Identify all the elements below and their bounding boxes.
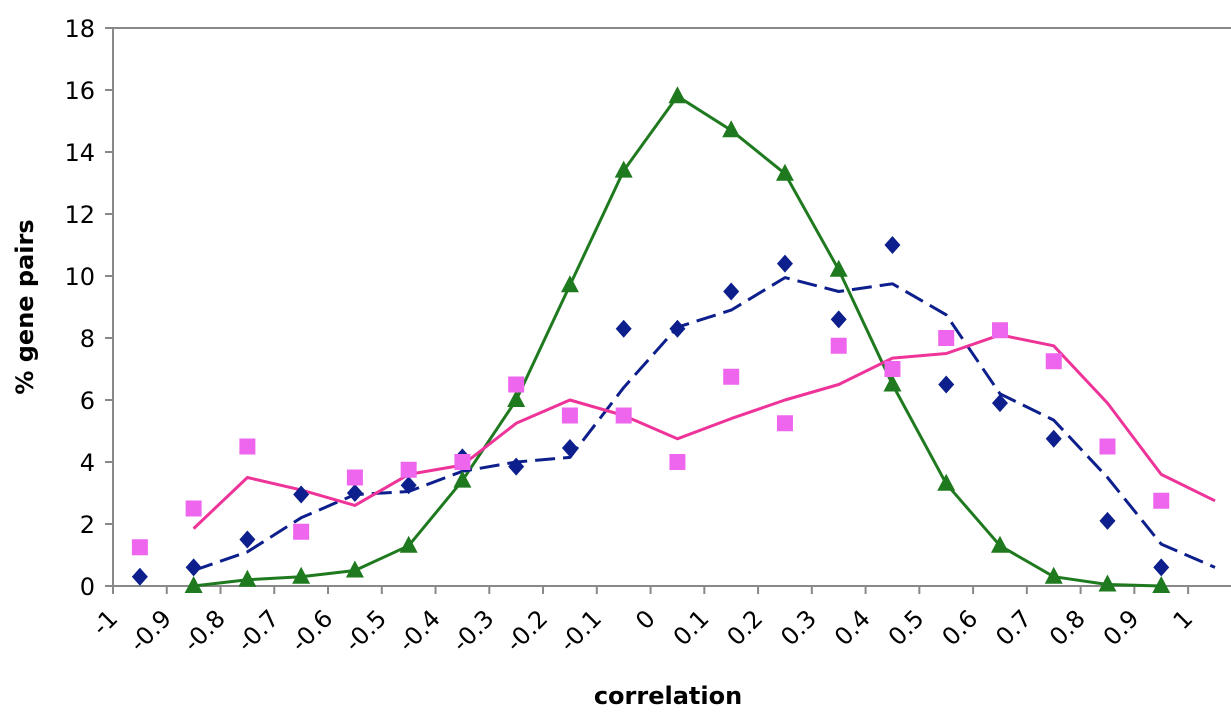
x-tick-label: 0.4 [829, 604, 876, 651]
series-2-point [1045, 429, 1062, 448]
x-tick-label: -0.6 [285, 604, 338, 657]
series-lines [192, 94, 1216, 588]
series-2-point [830, 310, 847, 329]
y-axis-title: % gene pairs [11, 219, 39, 394]
series-2-point [615, 319, 632, 338]
series-markers [131, 86, 1171, 593]
series-3-point [991, 322, 1008, 339]
x-tick-label: -1 [87, 604, 124, 641]
x-tick-label: 0 [630, 604, 661, 635]
series-3-point [884, 361, 901, 377]
series-3-point [1153, 492, 1170, 509]
y-tick-label: 4 [80, 449, 95, 477]
series-2-point [776, 254, 793, 273]
series-1-point [399, 535, 418, 553]
x-tick-label: 1 [1168, 604, 1199, 635]
series-1-point [453, 470, 472, 488]
series-3-point [239, 438, 256, 455]
y-tick-label: 16 [64, 77, 95, 105]
series-3-point [1099, 438, 1116, 455]
series-2-point [669, 319, 686, 338]
series-3-point [938, 330, 955, 346]
series-1-point [722, 120, 741, 138]
series-2-point [561, 439, 578, 458]
series-3-point [723, 368, 740, 385]
series-2-point [131, 567, 148, 586]
series-3-point [1045, 353, 1062, 370]
x-tick-label: -0.7 [232, 604, 285, 657]
series-3-point [400, 461, 417, 478]
x-tick-label: 0.3 [775, 604, 822, 651]
series-1-point [668, 86, 687, 104]
series-1-point [614, 160, 633, 178]
series-2-line [193, 276, 1216, 572]
series-3-point [131, 539, 148, 556]
x-tick-label: -0.4 [393, 604, 446, 657]
series-2-point [991, 394, 1008, 413]
series-3-line [192, 333, 1216, 530]
series-3-point [293, 523, 310, 540]
series-1-point [1044, 566, 1063, 584]
series-1-point [560, 275, 579, 293]
y-tick-label: 12 [64, 201, 95, 229]
series-2-point [239, 530, 256, 549]
x-tick-label: -0.8 [178, 604, 231, 657]
x-tick-label: -0.5 [339, 604, 392, 657]
series-2-point [1099, 511, 1116, 530]
y-tick-label: 0 [80, 573, 95, 601]
y-tick-label: 8 [80, 325, 95, 353]
x-tick-label: 0.5 [883, 604, 930, 651]
series-1-point [292, 566, 311, 584]
series-1-line [193, 94, 1162, 588]
x-tick-label: -0.2 [500, 604, 553, 657]
x-tick-label: 0.8 [1044, 604, 1091, 651]
y-tick-label: 18 [64, 15, 95, 43]
series-2-point [884, 236, 901, 254]
series-2-point [293, 485, 310, 504]
series-3-point [185, 500, 202, 517]
series-3-point [561, 407, 578, 424]
series-1-point [345, 560, 364, 578]
series-1-point [507, 390, 526, 407]
x-tick-label: -0.3 [447, 604, 500, 657]
series-2-point [400, 476, 417, 495]
series-3-point [669, 454, 686, 470]
series-3-point [615, 407, 632, 424]
series-1-point [184, 576, 203, 593]
series-1-point [937, 473, 956, 491]
y-tick-label: 2 [80, 511, 95, 539]
series-1-point [990, 535, 1009, 553]
series-2-point [185, 558, 202, 577]
series-1-point [1152, 576, 1171, 593]
y-tick-label: 14 [64, 139, 95, 167]
series-3-point [830, 337, 847, 354]
series-1-point [829, 259, 848, 277]
series-2-point [508, 457, 525, 476]
y-tick-label: 6 [80, 387, 95, 415]
series-2-point [1153, 558, 1170, 577]
y-tick-label: 10 [64, 263, 95, 291]
series-1-point [1098, 574, 1117, 592]
x-tick-label: 0.6 [937, 604, 984, 651]
series-1-point [883, 374, 902, 392]
x-tick-label: 0.9 [1098, 604, 1145, 651]
series-2-point [346, 484, 363, 502]
x-tick-label: 0.2 [722, 604, 769, 651]
x-tick-label: -0.9 [124, 604, 177, 657]
x-tick-label: 0.1 [668, 604, 715, 651]
series-2-point [938, 375, 955, 394]
x-tick-label: -0.1 [554, 604, 607, 657]
series-3-point [346, 469, 363, 486]
chart-axes [112, 27, 1231, 587]
series-3-point [508, 376, 525, 393]
series-3-point [776, 415, 793, 432]
series-1-point [238, 569, 257, 587]
x-tick-label: 0.7 [990, 604, 1037, 651]
series-1-point [775, 163, 794, 181]
x-axis-title: correlation [594, 682, 742, 710]
series-2-point [723, 282, 740, 301]
series-3-point [454, 454, 471, 470]
